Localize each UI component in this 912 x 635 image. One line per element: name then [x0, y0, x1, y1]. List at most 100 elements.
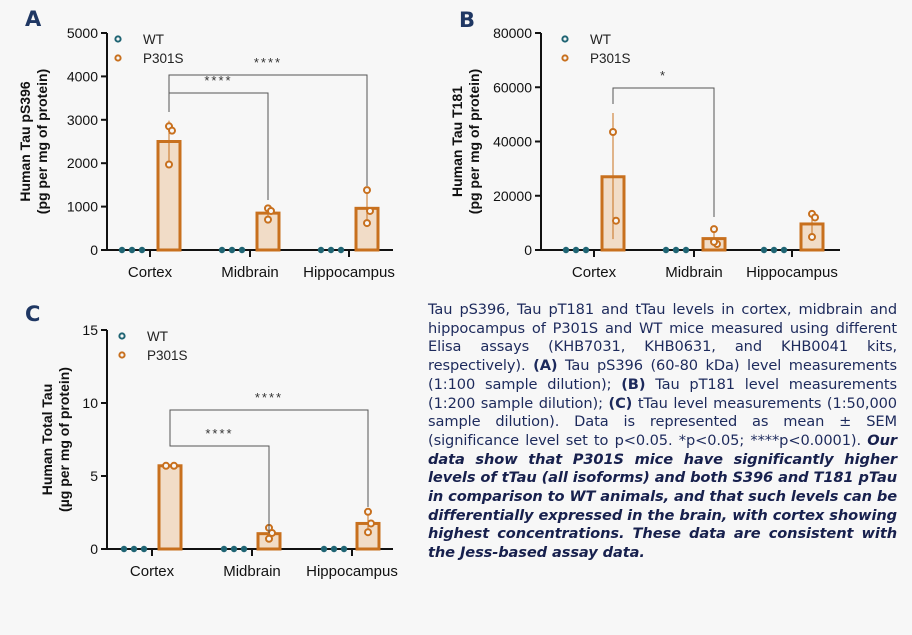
legend-wt-label: WT: [147, 329, 168, 344]
p301s-data-point: [364, 507, 372, 516]
wt-data-point: [770, 246, 778, 254]
wt-data-point: [230, 545, 238, 553]
caption-label-b: (B): [621, 375, 646, 393]
wt-data-point: [130, 545, 138, 553]
wt-data-point: [682, 246, 690, 254]
caption-text: Tau pS396, Tau pT181 and tTau levels in …: [428, 301, 897, 375]
panel-letter: B: [459, 8, 475, 32]
p301s-data-point: [612, 216, 620, 225]
y-tick-label: 0: [524, 242, 532, 258]
legend-p301s-marker: [118, 351, 126, 359]
y-tick-label: 15: [82, 322, 98, 338]
y-axis-label: Human Tau pS396(pg per mg of protein): [17, 69, 50, 214]
x-tick-label: Midbrain: [223, 563, 281, 580]
x-tick-label: Cortex: [128, 264, 173, 281]
y-tick-label: 1000: [67, 199, 98, 215]
significance-label: *: [660, 68, 667, 83]
significance-label: ****: [254, 55, 282, 70]
wt-data-point: [220, 545, 228, 553]
wt-data-point: [330, 545, 338, 553]
wt-data-point: [672, 246, 680, 254]
legend-wt-marker: [561, 35, 569, 43]
legend-wt-marker: [118, 332, 126, 340]
y-tick-label: 0: [90, 242, 98, 258]
p301s-data-point: [363, 186, 371, 195]
p301s-data-point: [710, 225, 718, 234]
x-tick-label: Cortex: [572, 264, 617, 281]
legend-p301s-marker: [561, 54, 569, 62]
significance-label: ****: [205, 426, 233, 441]
y-tick-label: 5000: [67, 25, 98, 41]
wt-data-point: [120, 545, 128, 553]
chart-panel-a: A Human Tau pS396(pg per mg of protein) 0 1…: [17, 7, 395, 281]
y-axis-label-line: (µg per mg of protein): [56, 367, 72, 512]
x-tick-label: Midbrain: [221, 264, 279, 281]
legend-wt-marker: [114, 35, 122, 43]
p301s-bar: [157, 464, 183, 551]
wt-data-point: [320, 545, 328, 553]
legend-p301s-label: P301S: [590, 51, 631, 66]
y-tick-label: 20000: [493, 188, 532, 204]
wt-data-point: [238, 246, 246, 254]
wt-data-point: [760, 246, 768, 254]
significance-bracket: [169, 433, 270, 533]
p301s-data-point: [168, 126, 176, 135]
caption-text: tTau level measurements (1:50,000 sample…: [428, 394, 897, 449]
wt-data-point: [340, 545, 348, 553]
y-axis-label: Human Tau T181(pg per mg of protein): [449, 69, 482, 214]
chart-panel-c: C Human Total Tau(µg per mg of protein) 0 5…: [25, 302, 398, 580]
significance-bracket: [168, 92, 269, 200]
wt-data-point: [582, 246, 590, 254]
wt-data-point: [562, 246, 570, 254]
y-tick-label: 2000: [67, 155, 98, 171]
y-tick-label: 40000: [493, 134, 532, 150]
p301s-data-point: [710, 237, 718, 246]
significance-bracket: [169, 409, 369, 507]
wt-data-point: [337, 246, 345, 254]
legend-p301s-label: P301S: [143, 51, 184, 66]
legend-wt-label: WT: [590, 32, 611, 47]
p301s-data-point: [265, 534, 273, 543]
significance-bracket: [612, 87, 715, 217]
legend-p301s-marker: [114, 54, 122, 62]
y-tick-label: 0: [90, 541, 98, 557]
wt-data-point: [138, 246, 146, 254]
wt-data-point: [228, 246, 236, 254]
caption-label-c: (C): [608, 394, 633, 412]
p301s-data-point: [609, 128, 617, 137]
p301s-data-point: [366, 206, 374, 215]
y-tick-label: 5: [90, 468, 98, 484]
wt-data-point: [327, 246, 335, 254]
y-axis-label: Human Total Tau(µg per mg of protein): [39, 367, 72, 512]
wt-data-point: [140, 545, 148, 553]
p301s-data-point: [363, 219, 371, 228]
wt-data-point: [662, 246, 670, 254]
panel-letter: A: [25, 7, 42, 31]
y-axis-label-line: Human Total Tau: [39, 384, 55, 495]
y-axis-label-line: (pg per mg of protein): [466, 69, 482, 214]
p301s-data-point: [267, 206, 275, 215]
y-tick-label: 10: [82, 395, 98, 411]
x-tick-label: Hippocampus: [306, 563, 398, 580]
p301s-data-point: [162, 461, 170, 470]
wt-data-point: [218, 246, 226, 254]
y-tick-label: 80000: [493, 25, 532, 41]
wt-data-point: [240, 545, 248, 553]
legend-p301s-label: P301S: [147, 348, 188, 363]
caption-text: Tau pS396 (60-80 kDa) level measurements…: [428, 357, 897, 393]
caption-label-a: (A): [533, 357, 558, 375]
y-tick-label: 60000: [493, 79, 532, 95]
panel-letter: C: [25, 302, 40, 326]
significance-label: ****: [255, 390, 283, 405]
figure-caption: Tau pS396, Tau pT181 and tTau levels in …: [428, 301, 897, 563]
y-axis-label-line: (pg per mg of protein): [34, 69, 50, 214]
p301s-data-point: [364, 528, 372, 537]
wt-data-point: [118, 246, 126, 254]
wt-data-point: [317, 246, 325, 254]
wt-data-point: [780, 246, 788, 254]
y-tick-label: 4000: [67, 68, 98, 84]
chart-panel-b: B Human Tau T181(pg per mg of protein) 0 20…: [449, 8, 840, 281]
p301s-data-point: [367, 519, 375, 528]
caption-text: Tau pT181 level measurements (1:200 samp…: [428, 375, 897, 412]
x-tick-label: Hippocampus: [746, 264, 838, 281]
